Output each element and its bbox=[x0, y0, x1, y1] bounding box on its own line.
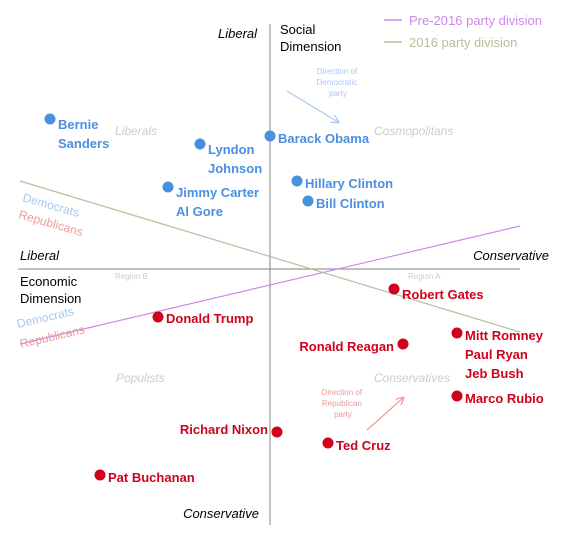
point-pat-buchanan bbox=[94, 469, 106, 481]
label-barack-obama: Barack Obama bbox=[278, 131, 370, 146]
division-lines bbox=[19, 180, 521, 345]
region-a-label: Region A bbox=[408, 272, 441, 281]
point-robert-gates bbox=[388, 283, 400, 295]
democratic-direction-line3: party bbox=[329, 89, 347, 98]
legend: Pre-2016 party division 2016 party divis… bbox=[384, 13, 542, 50]
point-jimmy-carter-al-gore bbox=[162, 181, 174, 193]
label-line: Marco Rubio bbox=[465, 391, 544, 406]
label-line: Paul Ryan bbox=[465, 347, 528, 362]
y-axis-bottom-label: Conservative bbox=[183, 506, 259, 521]
label-line: Al Gore bbox=[176, 204, 223, 219]
label-line: Bill Clinton bbox=[316, 196, 385, 211]
x-axis-left-label: Liberal bbox=[20, 248, 60, 263]
republican-direction-line1: Direction of bbox=[322, 388, 363, 397]
y-axis-top-label: Liberal bbox=[218, 26, 258, 41]
label-hillary-clinton: Hillary Clinton bbox=[305, 176, 393, 191]
point-bernie-sanders bbox=[44, 113, 56, 125]
label-line: Bernie bbox=[58, 117, 98, 132]
republican-direction-line3: party bbox=[334, 410, 352, 419]
label-line: Johnson bbox=[208, 161, 262, 176]
label-ronald-reagan: Ronald Reagan bbox=[299, 339, 394, 354]
y-axis-title-line2: Dimension bbox=[280, 39, 341, 54]
label-mitt-romney-paul-ryan-jeb-bush: Mitt Romney Paul Ryan Jeb Bush bbox=[465, 328, 544, 381]
democratic-direction-line1: Direction of bbox=[317, 67, 358, 76]
label-line: Barack Obama bbox=[278, 131, 370, 146]
legend-label-2016: 2016 party division bbox=[409, 35, 517, 50]
x-axis-title-line2: Dimension bbox=[20, 291, 81, 306]
2016-division-line bbox=[19, 180, 521, 333]
point-mitt-romney-paul-ryan-jeb-bush bbox=[451, 327, 463, 339]
label-pat-buchanan: Pat Buchanan bbox=[108, 470, 195, 485]
point-marco-rubio bbox=[451, 390, 463, 402]
y-axis-title-line1: Social bbox=[280, 22, 316, 37]
republican-direction-line2: Republican bbox=[322, 399, 362, 408]
point-lyndon-johnson bbox=[194, 138, 206, 150]
label-line: Donald Trump bbox=[166, 311, 253, 326]
label-line: Richard Nixon bbox=[180, 422, 268, 437]
label-line: Ronald Reagan bbox=[299, 339, 394, 354]
data-points: Bernie Sanders Lyndon Johnson Barack Obama Ji… bbox=[44, 113, 544, 485]
label-robert-gates: Robert Gates bbox=[402, 287, 484, 302]
label-line: Sanders bbox=[58, 136, 109, 151]
democratic-direction-line2: Democratic bbox=[317, 78, 357, 87]
region-liberals: Liberals bbox=[115, 124, 157, 138]
label-richard-nixon: Richard Nixon bbox=[180, 422, 268, 437]
region-cosmopolitans: Cosmopolitans bbox=[374, 124, 453, 138]
point-barack-obama bbox=[264, 130, 276, 142]
pre2016-division-line bbox=[19, 225, 521, 345]
label-line: Jeb Bush bbox=[465, 366, 524, 381]
republican-direction-arrow bbox=[366, 398, 403, 431]
label-line: Mitt Romney bbox=[465, 328, 544, 343]
label-line: Pat Buchanan bbox=[108, 470, 195, 485]
label-bill-clinton: Bill Clinton bbox=[316, 196, 385, 211]
point-donald-trump bbox=[152, 311, 164, 323]
y-axis-title: Social Dimension bbox=[280, 22, 341, 54]
label-bernie-sanders: Bernie Sanders bbox=[58, 117, 109, 151]
republican-direction-label: Direction of Republican party bbox=[322, 388, 365, 419]
label-marco-rubio: Marco Rubio bbox=[465, 391, 544, 406]
point-bill-clinton bbox=[302, 195, 314, 207]
point-ted-cruz bbox=[322, 437, 334, 449]
democratic-direction-label: Direction of Democratic party bbox=[317, 67, 360, 98]
label-line: Hillary Clinton bbox=[305, 176, 393, 191]
label-lyndon-johnson: Lyndon Johnson bbox=[208, 142, 262, 176]
x-axis-title-line1: Economic bbox=[20, 274, 78, 289]
region-conservatives: Conservatives bbox=[374, 371, 450, 385]
label-ted-cruz: Ted Cruz bbox=[336, 438, 391, 453]
label-line: Jimmy Carter bbox=[176, 185, 259, 200]
label-line: Robert Gates bbox=[402, 287, 484, 302]
legend-label-pre2016: Pre-2016 party division bbox=[409, 13, 542, 28]
label-donald-trump: Donald Trump bbox=[166, 311, 253, 326]
point-richard-nixon bbox=[271, 426, 283, 438]
democratic-direction-arrow bbox=[286, 90, 338, 122]
label-line: Lyndon bbox=[208, 142, 255, 157]
region-b-label: Region B bbox=[115, 272, 148, 281]
label-line: Ted Cruz bbox=[336, 438, 391, 453]
label-jimmy-carter-al-gore: Jimmy Carter Al Gore bbox=[176, 185, 259, 219]
point-hillary-clinton bbox=[291, 175, 303, 187]
x-axis-right-label: Conservative bbox=[473, 248, 549, 263]
region-populists: Populists bbox=[116, 371, 165, 385]
x-axis-title: Economic Dimension bbox=[20, 274, 81, 306]
point-ronald-reagan bbox=[397, 338, 409, 350]
